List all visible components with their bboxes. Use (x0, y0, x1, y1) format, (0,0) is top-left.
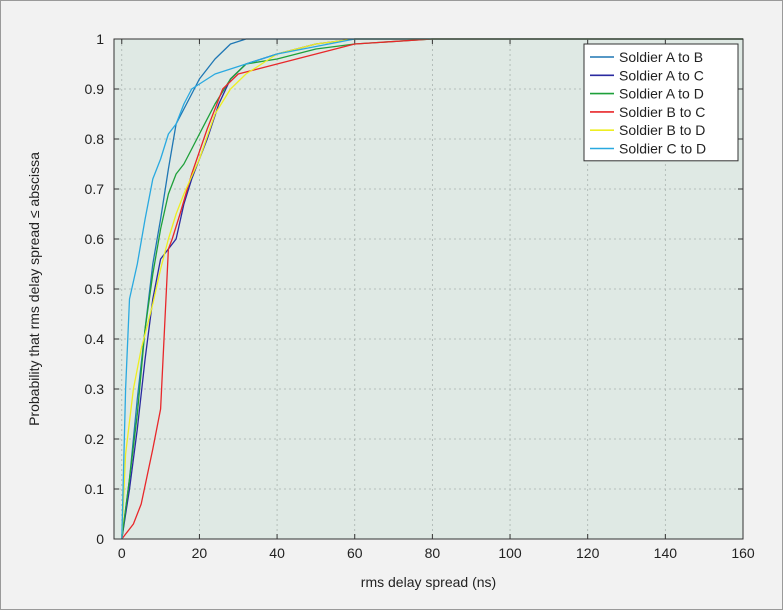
x-tick-label: 80 (425, 545, 441, 561)
x-tick-label: 160 (731, 545, 755, 561)
y-axis-label: Probability that rms delay spread ≤ absc… (26, 152, 42, 426)
y-tick-label: 1 (96, 31, 104, 47)
y-tick-label: 0.3 (85, 381, 105, 397)
series-line (121, 38, 743, 540)
series-line (121, 38, 743, 540)
legend-label: Soldier B to D (619, 122, 705, 138)
x-tick-label: 40 (269, 545, 285, 561)
y-tick-label: 0.1 (85, 481, 105, 497)
series-line (121, 38, 743, 540)
legend-label: Soldier A to D (619, 86, 704, 102)
legend-label: Soldier A to B (619, 49, 703, 65)
x-tick-label: 100 (498, 545, 522, 561)
x-tick-label: 20 (192, 545, 208, 561)
legend-label: Soldier A to C (619, 67, 704, 83)
y-tick-label: 0.4 (85, 331, 105, 347)
axes-frame (113, 38, 744, 540)
x-axis-label: rms delay spread (ns) (361, 574, 496, 590)
x-tick-label: 0 (118, 545, 126, 561)
y-tick-label: 0 (96, 531, 104, 547)
y-tick-label: 0.2 (85, 431, 105, 447)
x-tick-label: 120 (576, 545, 600, 561)
y-tick-label: 0.8 (85, 131, 105, 147)
x-tick-label: 140 (654, 545, 678, 561)
x-tick-label: 60 (347, 545, 363, 561)
legend-box (583, 43, 739, 162)
legend-label: Soldier C to D (619, 141, 706, 157)
legend-label: Soldier B to C (619, 104, 705, 120)
series-line (121, 38, 743, 540)
y-tick-label: 0.6 (85, 231, 105, 247)
y-tick-label: 0.7 (85, 181, 105, 197)
y-tick-label: 0.5 (85, 281, 105, 297)
y-tick-label: 0.9 (85, 81, 105, 97)
